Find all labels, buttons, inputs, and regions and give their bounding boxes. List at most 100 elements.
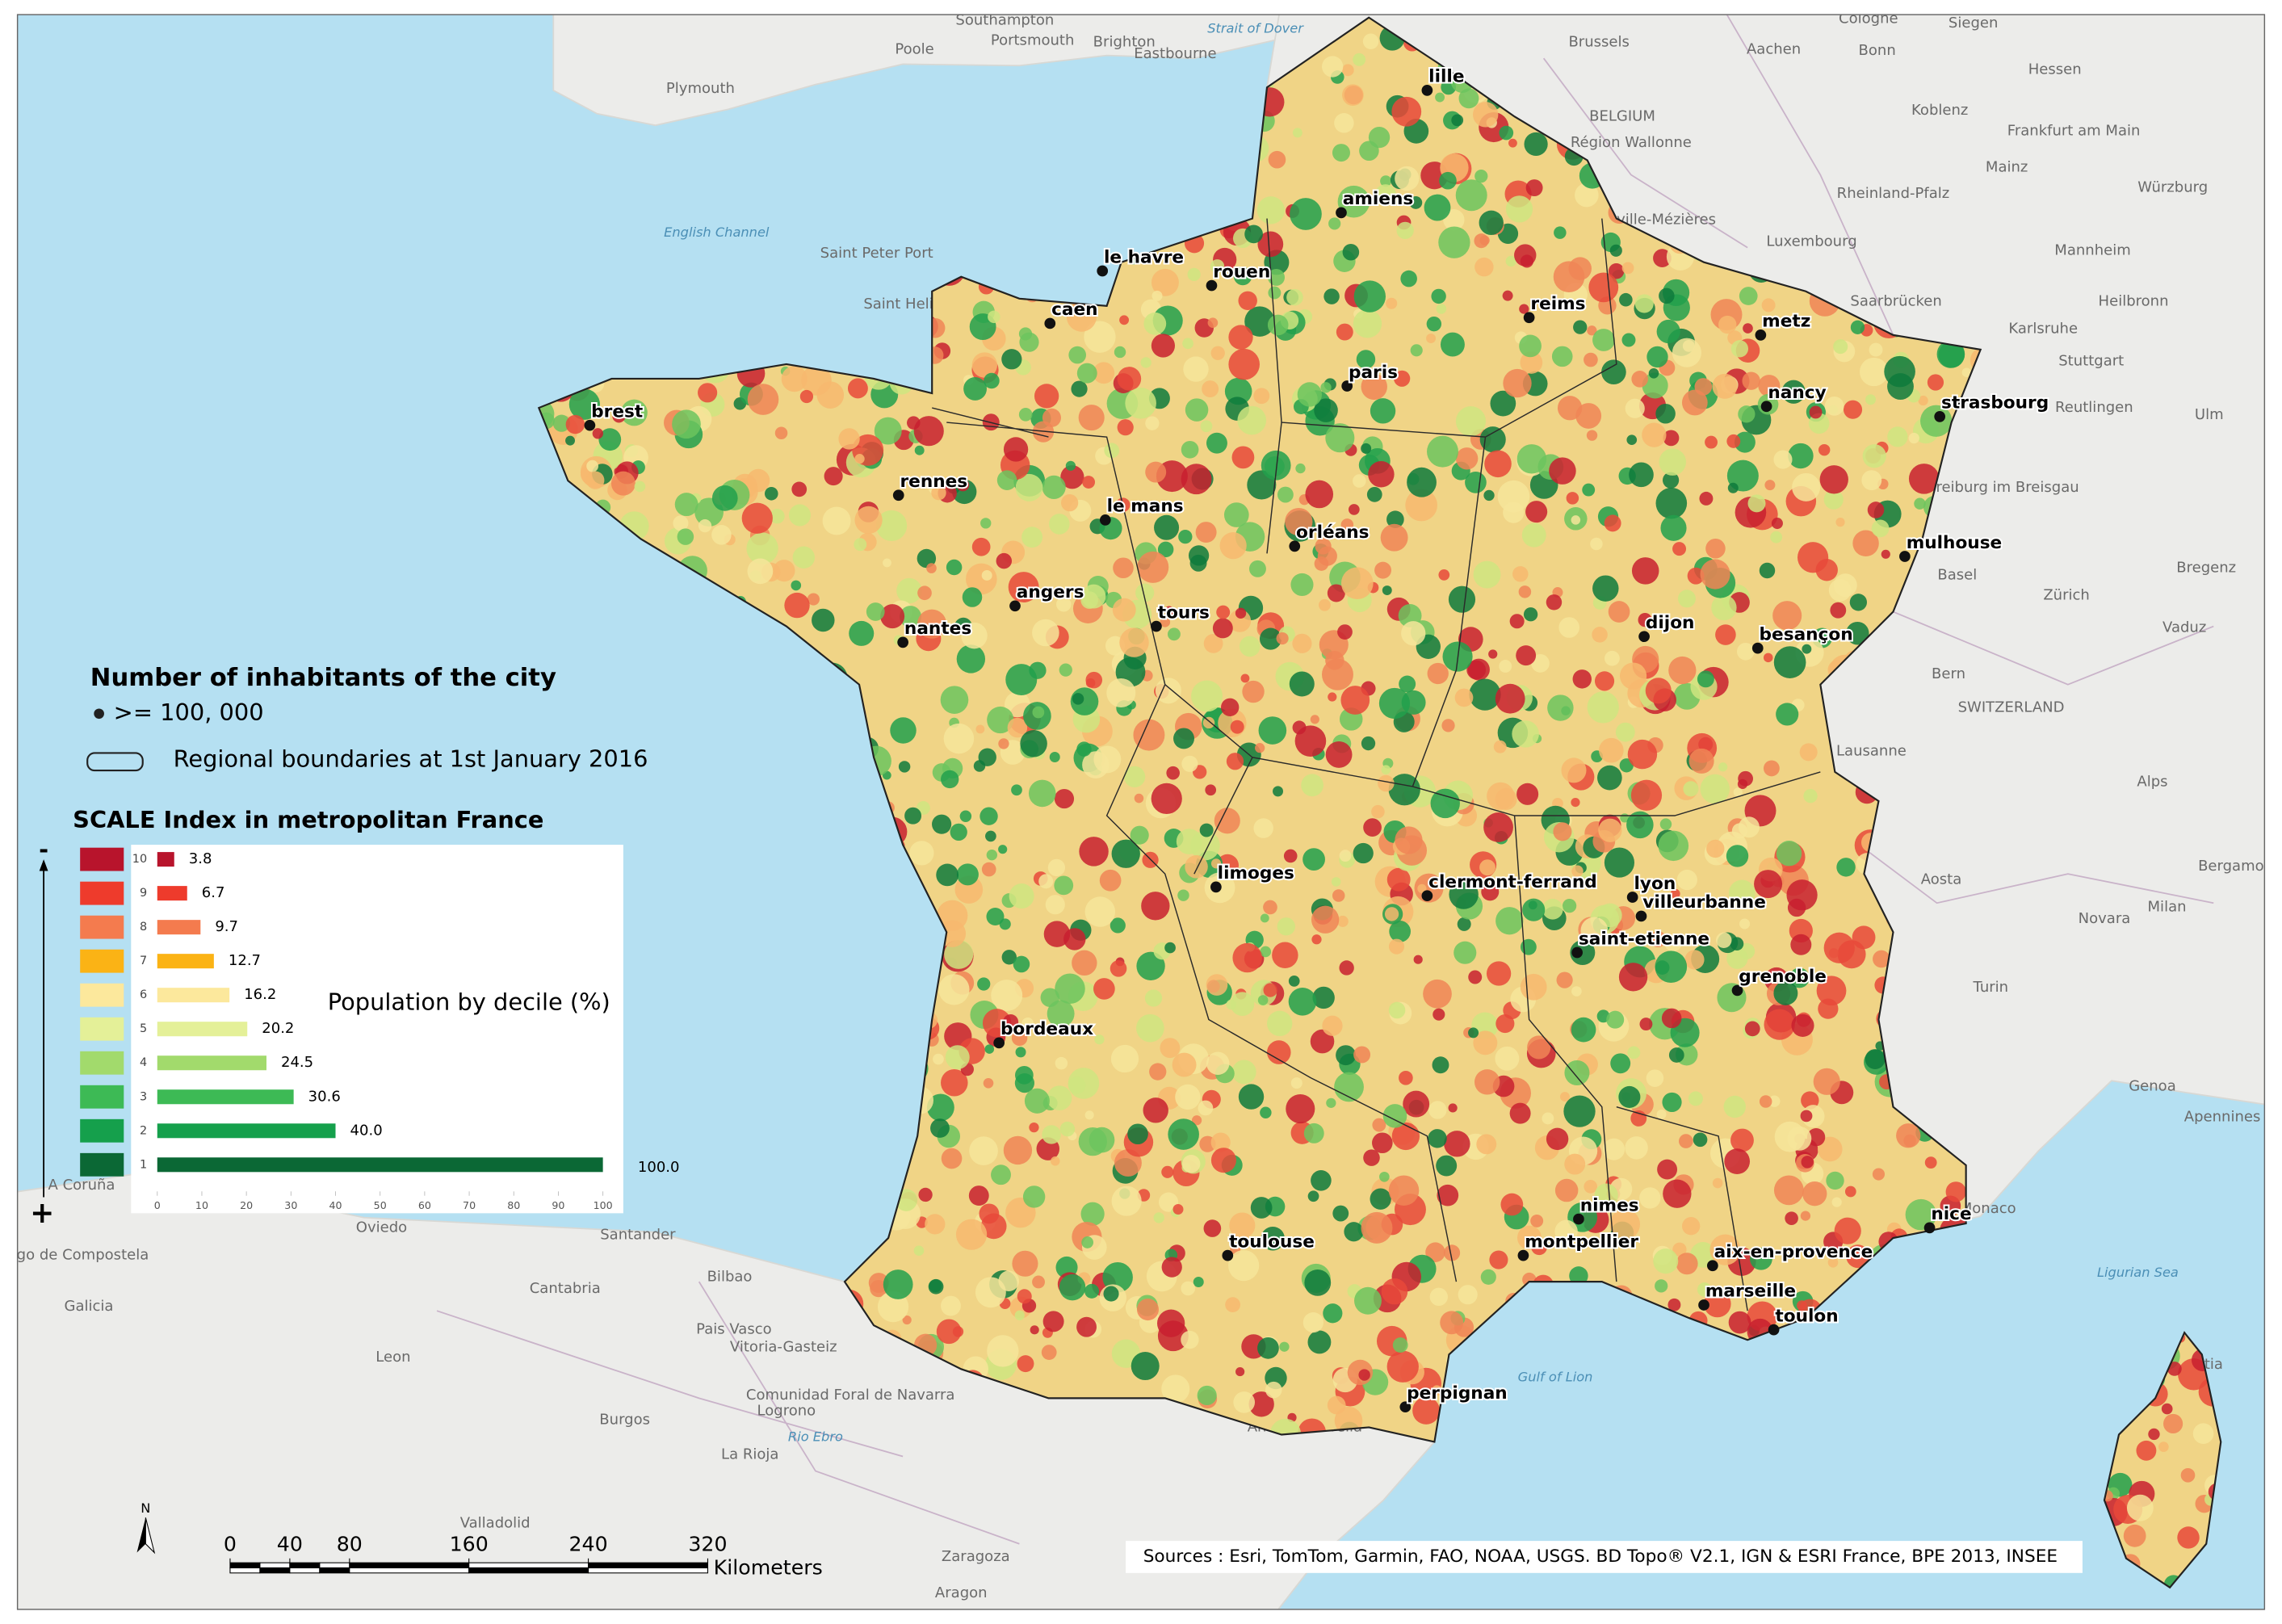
choropleth-cell xyxy=(977,977,991,991)
choropleth-cell xyxy=(1797,542,1829,573)
choropleth-cell xyxy=(1311,905,1340,934)
choropleth-cell xyxy=(1598,818,1622,842)
choropleth-cell xyxy=(984,372,1000,389)
choropleth-cell xyxy=(1160,1038,1181,1059)
choropleth-cell xyxy=(1520,938,1537,955)
scale-tick-label: 40 xyxy=(277,1533,303,1556)
place-label: Bergamo xyxy=(2198,858,2264,875)
choropleth-cell xyxy=(1051,1156,1060,1166)
choropleth-cell xyxy=(1457,917,1471,931)
choropleth-cell xyxy=(791,481,808,497)
choropleth-cell xyxy=(980,518,992,529)
choropleth-cell xyxy=(1303,1311,1323,1333)
x-tick-label: 60 xyxy=(418,1199,431,1211)
choropleth-cell xyxy=(1410,344,1423,357)
choropleth-cell xyxy=(1438,569,1450,581)
choropleth-cell xyxy=(1431,288,1446,304)
scale-segment xyxy=(468,1562,589,1569)
choropleth-cell xyxy=(1238,1084,1265,1110)
place-label: SWITZERLAND xyxy=(1958,699,2065,716)
choropleth-cell xyxy=(1739,918,1751,929)
choropleth-cell xyxy=(1117,367,1142,391)
choropleth-cell xyxy=(1017,1355,1034,1373)
city-label: orléans xyxy=(1296,522,1369,543)
place-label: Zürich xyxy=(2043,587,2090,604)
city-label: limoges xyxy=(1218,863,1294,883)
choropleth-cell xyxy=(1386,867,1411,892)
choropleth-cell xyxy=(1080,1202,1105,1226)
value-label: 40.0 xyxy=(350,1122,383,1139)
choropleth-cell xyxy=(1203,1219,1222,1237)
scale-segment xyxy=(349,1567,470,1574)
choropleth-cell xyxy=(1592,329,1615,351)
place-label: Brighton xyxy=(1093,33,1156,50)
choropleth-cell xyxy=(2158,1441,2169,1452)
choropleth-cell xyxy=(1256,196,1286,225)
choropleth-cell xyxy=(1466,660,1487,680)
choropleth-cell xyxy=(1486,961,1512,986)
choropleth-cell xyxy=(1173,728,1195,749)
choropleth-cell xyxy=(1277,486,1294,503)
choropleth-cell xyxy=(1193,1276,1204,1287)
choropleth-cell xyxy=(1683,781,1699,797)
choropleth-cell xyxy=(1078,405,1105,431)
place-label: Monaco xyxy=(1960,1200,2016,1217)
scale-max: + xyxy=(30,1196,54,1230)
choropleth-cell xyxy=(1743,323,1753,334)
choropleth-cell xyxy=(854,454,865,464)
choropleth-cell xyxy=(1225,1297,1240,1312)
place-label: Koblenz xyxy=(1911,102,1968,119)
category-label: 2 xyxy=(140,1124,147,1137)
choropleth-cell xyxy=(1368,461,1395,488)
value-label: 100.0 xyxy=(638,1159,680,1176)
choropleth-cell xyxy=(2192,1423,2214,1445)
city-label: reims xyxy=(1530,294,1585,314)
choropleth-cell xyxy=(1149,1063,1167,1081)
choropleth-cell xyxy=(1688,748,1714,774)
choropleth-cell xyxy=(1694,378,1713,396)
choropleth-cell xyxy=(941,770,959,789)
scale-segment xyxy=(588,1567,709,1574)
choropleth-cell xyxy=(1353,474,1366,488)
place-label: Bonn xyxy=(1859,42,1896,59)
choropleth-cell xyxy=(1443,1244,1461,1261)
choropleth-cell xyxy=(1379,1171,1390,1182)
choropleth-cell xyxy=(1386,297,1398,309)
choropleth-cell xyxy=(1244,225,1263,244)
choropleth-cell xyxy=(983,1077,994,1089)
choropleth-cell xyxy=(1210,259,1225,274)
choropleth-cell xyxy=(1161,1165,1174,1178)
choropleth-cell xyxy=(1334,113,1354,133)
choropleth-cell xyxy=(1502,290,1513,301)
choropleth-cell xyxy=(1787,1126,1812,1151)
choropleth-cell xyxy=(1667,1298,1681,1311)
bar xyxy=(157,1157,603,1173)
choropleth-cell xyxy=(1034,384,1059,409)
choropleth-cell xyxy=(1195,522,1217,543)
choropleth-cell xyxy=(1200,420,1213,433)
choropleth-cell xyxy=(1688,1091,1703,1106)
north-label: N xyxy=(141,1500,150,1516)
choropleth-cell xyxy=(1514,244,1537,266)
city-label: dijon xyxy=(1646,613,1695,633)
choropleth-cell xyxy=(1792,472,1821,501)
choropleth-cell xyxy=(1672,1242,1687,1257)
choropleth-cell xyxy=(914,445,925,455)
choropleth-cell xyxy=(1603,1138,1626,1160)
choropleth-cell xyxy=(1759,562,1776,579)
choropleth-cell xyxy=(1726,434,1741,448)
legend-swatch xyxy=(80,1085,124,1109)
choropleth-cell xyxy=(1210,346,1225,360)
choropleth-cell xyxy=(1474,257,1494,277)
x-tick-label: 30 xyxy=(284,1199,297,1211)
category-label: 8 xyxy=(140,921,147,934)
choropleth-cell xyxy=(1326,1097,1336,1108)
choropleth-cell xyxy=(1676,869,1697,891)
choropleth-cell xyxy=(1862,444,1886,468)
choropleth-cell xyxy=(1110,960,1127,977)
scale-segment xyxy=(289,1562,321,1569)
choropleth-cell xyxy=(1145,461,1167,483)
choropleth-cell xyxy=(880,604,905,629)
place-label: Cologne xyxy=(1839,10,1898,27)
legend-swatch xyxy=(80,915,124,939)
